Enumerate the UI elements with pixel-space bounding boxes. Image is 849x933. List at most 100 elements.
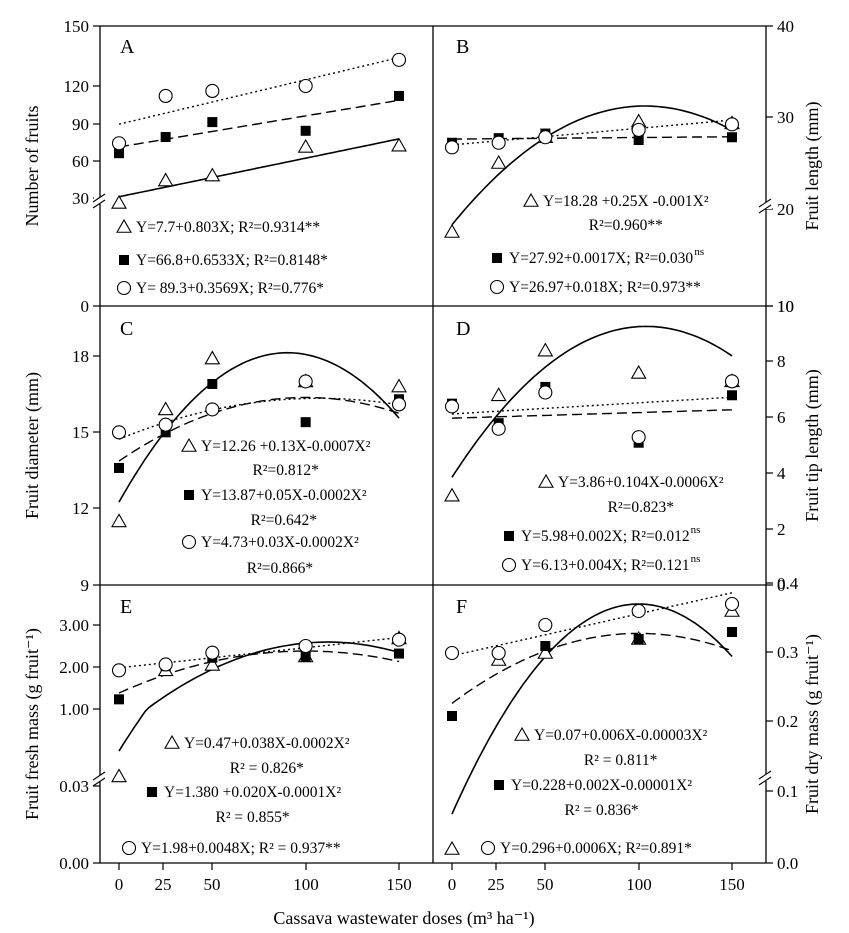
square-point bbox=[633, 634, 644, 644]
r-squared: R² = 0.826* bbox=[230, 760, 304, 777]
y-tick-label: 150 bbox=[64, 17, 90, 36]
circle-point bbox=[724, 374, 740, 389]
circle-point bbox=[158, 88, 173, 104]
legend-circle-marker bbox=[181, 534, 197, 550]
regression-equation: Y=66.8+0.6533X; R²=0.8148* bbox=[136, 252, 328, 269]
solid-fit-line bbox=[451, 325, 733, 478]
axis-break-mark bbox=[92, 771, 106, 781]
circle-point bbox=[111, 136, 127, 151]
significance-ns: ns bbox=[691, 524, 701, 536]
square-point bbox=[114, 694, 124, 705]
regression-equation: Y=1.380 +0.020X-0.0001X² bbox=[164, 784, 341, 801]
triangle-point bbox=[391, 137, 407, 152]
axis-break-mark bbox=[92, 193, 106, 203]
y-tick-label: 30 bbox=[72, 189, 89, 208]
circle-point bbox=[724, 596, 740, 612]
regression-equation: Y= 89.3+0.3569X; R²=0.776* bbox=[136, 280, 324, 297]
square-point bbox=[160, 132, 171, 143]
y-axis-label: Fruit fresh mass (g fruit⁻¹) bbox=[22, 628, 43, 820]
square-point bbox=[300, 417, 311, 428]
axis-break-mark bbox=[758, 776, 772, 786]
triangle-point bbox=[204, 167, 221, 182]
solid-fit-line bbox=[118, 138, 400, 198]
x-tick-label: 0 bbox=[448, 875, 457, 894]
square-point bbox=[727, 132, 737, 143]
triangle-point bbox=[297, 138, 314, 153]
significance-ns: ns bbox=[694, 246, 704, 258]
dotted-fit-line bbox=[451, 396, 733, 415]
square-point bbox=[300, 125, 311, 136]
y-tick-label: 9 bbox=[81, 576, 90, 595]
triangle-point bbox=[537, 644, 554, 659]
circle-point bbox=[444, 140, 460, 155]
legend-square-marker bbox=[494, 780, 504, 790]
dashed-fit-line bbox=[451, 409, 733, 419]
y-tick-label: 120 bbox=[64, 77, 90, 96]
legend-triangle-marker bbox=[523, 192, 539, 207]
triangle-point bbox=[537, 342, 554, 357]
regression-equation: Y=6.13+0.004X; R²=0.121 bbox=[521, 557, 690, 574]
x-tick-label: 0 bbox=[115, 875, 124, 894]
circle-point bbox=[724, 117, 740, 132]
y-tick-label: 15 bbox=[72, 423, 89, 442]
solid-fit-line bbox=[451, 105, 733, 226]
y-tick-label: 1.00 bbox=[59, 700, 89, 719]
square-point bbox=[394, 648, 404, 659]
square-point bbox=[114, 148, 124, 159]
y-tick-label: 6 bbox=[777, 408, 786, 427]
regression-equation: Y=1.98+0.0048X; R² = 0.937** bbox=[141, 840, 341, 857]
legend-triangle-marker bbox=[514, 726, 530, 741]
regression-equation: Y=18.28 +0.25X -0.001X² bbox=[543, 193, 709, 210]
circle-point bbox=[298, 78, 313, 94]
y-tick-label: 40 bbox=[777, 17, 794, 36]
legend-circle-marker bbox=[480, 840, 496, 856]
circle-point bbox=[391, 52, 407, 67]
r-squared: R²=0.960** bbox=[589, 217, 663, 234]
x-tick-label: 25 bbox=[155, 875, 172, 894]
r-squared: R² = 0.836* bbox=[564, 802, 638, 819]
square-point bbox=[727, 390, 737, 401]
legend-triangle-marker bbox=[538, 473, 554, 488]
y-axis-label: Fruit length (mm) bbox=[802, 102, 823, 231]
dotted-fit-line bbox=[451, 592, 733, 657]
y-tick-label: 0.00 bbox=[59, 854, 89, 873]
triangle-point bbox=[111, 513, 127, 528]
square-point bbox=[394, 90, 404, 101]
circle-point bbox=[298, 374, 313, 389]
r-squared: R²=0.823* bbox=[608, 499, 675, 516]
panel-label-D: D bbox=[456, 318, 470, 340]
y-tick-label: 90 bbox=[72, 115, 89, 134]
circle-point bbox=[298, 638, 313, 654]
triangle-point bbox=[444, 487, 460, 502]
r-squared: R² = 0.855* bbox=[216, 809, 290, 826]
square-point bbox=[633, 135, 644, 145]
legend-square-marker bbox=[119, 255, 129, 265]
circle-point bbox=[205, 402, 220, 417]
circle-point bbox=[631, 430, 646, 445]
panel-label-F: F bbox=[456, 596, 467, 618]
legend-triangle-marker bbox=[164, 734, 180, 749]
axis-break-mark bbox=[92, 777, 106, 787]
y-tick-label: 10 bbox=[777, 297, 794, 316]
regression-equation: Y=27.92+0.0017X; R²=0.030 bbox=[509, 250, 693, 267]
regression-equation: Y=0.47+0.038X-0.0002X² bbox=[184, 735, 350, 752]
y-tick-label: 4 bbox=[777, 464, 786, 483]
triangle-point bbox=[490, 154, 507, 169]
regression-equation: Y=4.73+0.03X-0.0002X² bbox=[201, 534, 359, 551]
square-point bbox=[114, 462, 124, 473]
circle-point bbox=[158, 657, 173, 672]
solid-fit-line bbox=[451, 603, 733, 815]
circle-point bbox=[631, 122, 646, 137]
x-tick-label: 150 bbox=[719, 875, 745, 894]
y-tick-label: 0.2 bbox=[777, 712, 798, 731]
r-squared: R²=0.866* bbox=[247, 560, 314, 577]
triangle-point bbox=[391, 378, 407, 393]
triangle-point bbox=[490, 387, 507, 402]
y-tick-label: 0 bbox=[777, 576, 786, 595]
x-tick-label: 50 bbox=[537, 875, 554, 894]
solid-fit-line bbox=[118, 641, 400, 752]
square-point bbox=[727, 627, 737, 637]
circle-point bbox=[158, 417, 173, 432]
square-point bbox=[300, 651, 311, 662]
